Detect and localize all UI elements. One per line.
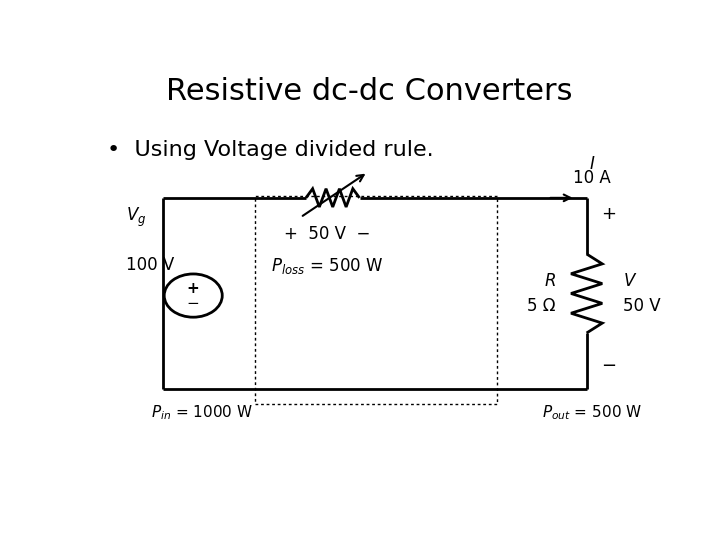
Text: 10 A: 10 A xyxy=(573,170,611,187)
Text: 50 V: 50 V xyxy=(623,297,660,315)
Text: Resistive dc-dc Converters: Resistive dc-dc Converters xyxy=(166,77,572,106)
Text: −: − xyxy=(187,295,199,310)
Text: +: + xyxy=(187,280,199,295)
Text: $I$: $I$ xyxy=(589,155,595,173)
Text: +  50 V  −: + 50 V − xyxy=(284,225,370,243)
Text: 5 Ω: 5 Ω xyxy=(528,297,556,315)
Text: $V$: $V$ xyxy=(623,272,637,290)
Text: −: − xyxy=(601,357,616,375)
Text: $P_{loss}$ = 500 W: $P_{loss}$ = 500 W xyxy=(271,256,383,276)
Text: •  Using Voltage divided rule.: • Using Voltage divided rule. xyxy=(107,140,433,160)
Text: $R$: $R$ xyxy=(544,272,556,290)
Text: 100 V: 100 V xyxy=(126,256,174,274)
Text: $P_{out}$ = 500 W: $P_{out}$ = 500 W xyxy=(542,404,642,422)
Text: +: + xyxy=(601,206,616,224)
Text: $P_{in}$ = 1000 W: $P_{in}$ = 1000 W xyxy=(151,404,253,422)
Text: $V_g$: $V_g$ xyxy=(126,206,147,229)
